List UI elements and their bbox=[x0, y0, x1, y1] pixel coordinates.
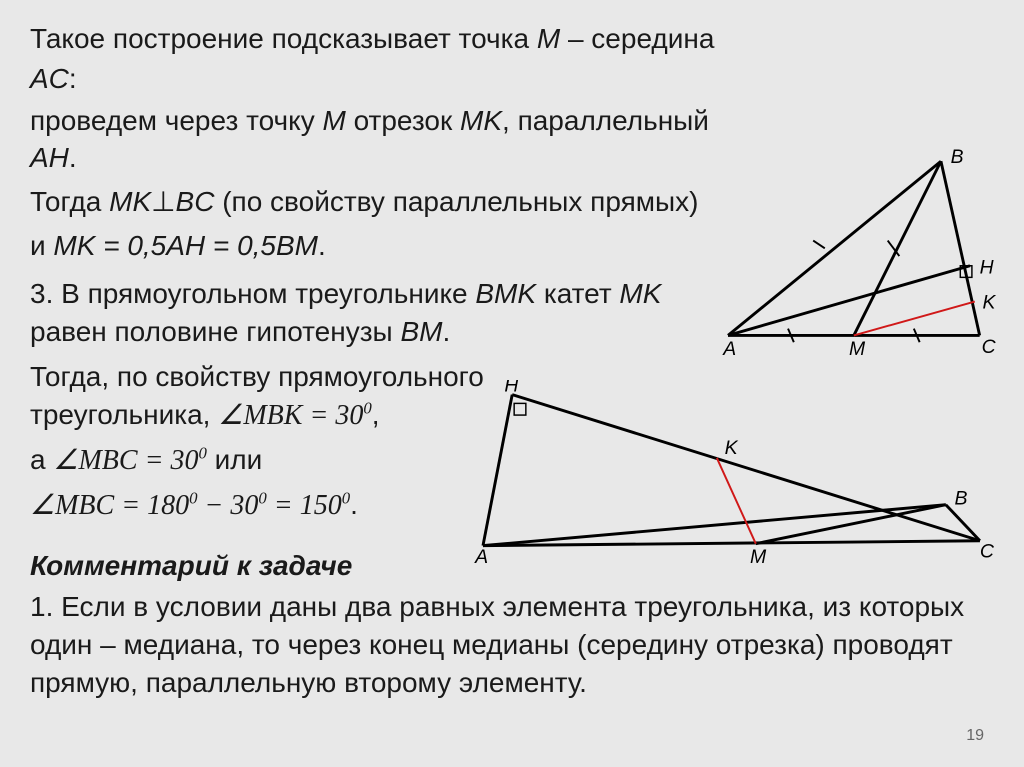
m: MK bbox=[619, 278, 661, 309]
deg: 0 bbox=[363, 399, 371, 418]
t: : bbox=[69, 63, 77, 94]
t: . bbox=[69, 142, 77, 173]
m: M bbox=[322, 105, 345, 136]
p7: а ∠MBC = 300 или bbox=[30, 441, 510, 480]
t: отрезок bbox=[346, 105, 460, 136]
m: M bbox=[537, 23, 560, 54]
diagram-top: A B C H M K bbox=[699, 148, 999, 368]
svg-text:H: H bbox=[504, 380, 519, 397]
page-number: 19 bbox=[966, 727, 984, 745]
svg-text:B: B bbox=[955, 488, 968, 510]
m: BM bbox=[400, 316, 442, 347]
svg-text:C: C bbox=[980, 540, 995, 562]
t: равен половине гипотенузы bbox=[30, 316, 400, 347]
perp: ⊥ bbox=[151, 186, 175, 217]
svg-text:M: M bbox=[849, 338, 866, 360]
diagram-bottom: A H C B M K bbox=[459, 380, 999, 570]
t: (по свойству параллельных прямых) bbox=[214, 186, 698, 217]
t: . bbox=[442, 316, 450, 347]
svg-text:B: B bbox=[951, 148, 964, 168]
t: катет bbox=[536, 278, 619, 309]
t: . bbox=[350, 489, 358, 520]
deg: 0 bbox=[198, 444, 206, 463]
p6: Тогда, по свойству прямоугольного треуго… bbox=[30, 358, 510, 435]
svg-text:A: A bbox=[474, 546, 488, 568]
t: . bbox=[318, 230, 326, 261]
svg-text:K: K bbox=[725, 437, 739, 459]
m: BC bbox=[176, 186, 215, 217]
p1: Такое построение подсказывает точка M – … bbox=[30, 20, 994, 58]
m: = 150 bbox=[267, 490, 342, 521]
m: BMK bbox=[475, 278, 536, 309]
p4: и MK = 0,5AH = 0,5BM. bbox=[30, 227, 730, 265]
svg-text:K: K bbox=[983, 291, 997, 313]
svg-text:A: A bbox=[722, 338, 736, 360]
t: Такое построение подсказывает точка bbox=[30, 23, 537, 54]
m: MK = 0,5AH = 0,5BM bbox=[53, 230, 318, 261]
t: и bbox=[30, 230, 53, 261]
svg-text:H: H bbox=[980, 256, 994, 278]
t: , параллельный bbox=[502, 105, 709, 136]
t: или bbox=[207, 444, 262, 475]
svg-text:C: C bbox=[982, 336, 997, 358]
p1c: AC: bbox=[30, 60, 994, 98]
deg: 0 bbox=[342, 488, 350, 507]
t: 3. В прямоугольном треугольнике bbox=[30, 278, 475, 309]
m: ∠MBC = 180 bbox=[30, 490, 189, 521]
m: MK bbox=[460, 105, 502, 136]
m: − 30 bbox=[198, 490, 259, 521]
m: MK bbox=[109, 186, 151, 217]
t: проведем через точку bbox=[30, 105, 322, 136]
p3: Тогда MK⊥BC (по свойству параллельных пр… bbox=[30, 183, 730, 221]
t: – середина bbox=[560, 23, 714, 54]
m: ∠MBK = 30 bbox=[218, 400, 363, 431]
m: AH bbox=[30, 142, 69, 173]
t: а bbox=[30, 444, 53, 475]
t: , bbox=[372, 399, 380, 430]
p2: проведем через точку M отрезок MK, парал… bbox=[30, 102, 730, 178]
svg-text:M: M bbox=[750, 546, 767, 568]
deg: 0 bbox=[189, 488, 197, 507]
deg: 0 bbox=[258, 488, 266, 507]
m: ∠MBC = 30 bbox=[53, 445, 198, 476]
m: AC bbox=[30, 63, 69, 94]
p8: ∠MBC = 1800 − 300 = 1500. bbox=[30, 486, 510, 525]
t: Тогда bbox=[30, 186, 109, 217]
comment-body: 1. Если в условии даны два равных элемен… bbox=[30, 588, 994, 701]
p5: 3. В прямоугольном треугольнике BMK кате… bbox=[30, 275, 710, 351]
